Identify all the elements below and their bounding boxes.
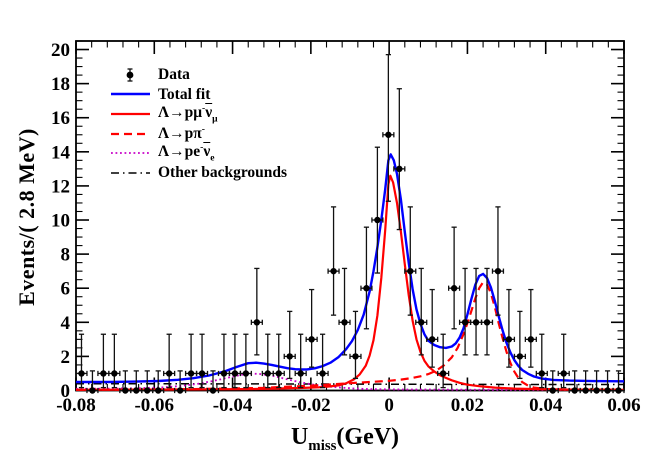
lambda-p-e-nu-curve bbox=[75, 372, 624, 391]
x-tick-label: -0.04 bbox=[213, 395, 253, 416]
data-point bbox=[253, 319, 261, 326]
data-point bbox=[133, 387, 140, 394]
y-tick-label: 4 bbox=[61, 313, 71, 334]
legend-label-data: Data bbox=[158, 66, 190, 84]
data-point bbox=[165, 370, 173, 377]
data-point bbox=[78, 370, 85, 377]
y-tick-label: 12 bbox=[51, 176, 70, 197]
data-point bbox=[111, 370, 118, 377]
x-tick-label: -0.02 bbox=[291, 395, 331, 416]
data-point bbox=[418, 319, 425, 326]
data-point bbox=[604, 387, 611, 394]
data-point bbox=[144, 387, 151, 394]
total-fit-curve bbox=[76, 153, 625, 384]
data-point bbox=[494, 267, 502, 275]
legend-swatch-lambda-p-mu-nu bbox=[111, 112, 150, 116]
y-axis-title: Events/( 2.8 MeV) bbox=[14, 128, 39, 306]
x-tick-label: -0.08 bbox=[56, 395, 96, 416]
legend: Data Total fit Λ→pμ-νμ Λ→pπ- Λ→pe-νe Other ba… bbox=[110, 65, 287, 183]
x-tick-label: 0 bbox=[384, 395, 394, 416]
data-point bbox=[538, 370, 545, 377]
x-tick-label: -0.06 bbox=[134, 395, 174, 416]
data-point bbox=[505, 336, 513, 343]
y-tick-label: 10 bbox=[51, 211, 70, 232]
plot-frame bbox=[75, 40, 625, 392]
data-point bbox=[330, 267, 337, 275]
legend-label-lambda-p-mu-nu: Λ→pμ-νμ bbox=[158, 103, 218, 125]
data-point bbox=[472, 319, 480, 326]
lambda-p-mu-nu-curve bbox=[75, 174, 625, 391]
y-tick-label: 8 bbox=[61, 245, 71, 266]
data-point bbox=[593, 387, 600, 394]
legend-swatch-lambda-p-e-nu bbox=[111, 152, 150, 155]
data-point bbox=[275, 370, 282, 377]
data-point bbox=[549, 387, 556, 394]
other-backgrounds-curve bbox=[76, 382, 624, 386]
data-point bbox=[516, 353, 524, 360]
legend-item-lambda-p-pi: Λ→pπ- bbox=[110, 124, 287, 144]
data-point bbox=[560, 370, 567, 377]
data-point bbox=[363, 285, 370, 292]
x-tick-label: 0.06 bbox=[607, 395, 640, 416]
data-point bbox=[352, 353, 359, 360]
data-point bbox=[209, 387, 217, 394]
data-point bbox=[582, 387, 589, 394]
data-point bbox=[407, 267, 414, 275]
legend-swatch-other-backgrounds bbox=[111, 172, 150, 174]
x-tick-label: 0.02 bbox=[451, 395, 484, 416]
data-point bbox=[450, 285, 458, 292]
legend-item-other-backgrounds: Other backgrounds bbox=[110, 163, 287, 183]
data-points bbox=[75, 53, 625, 394]
legend-label-total-fit: Total fit bbox=[158, 85, 211, 103]
legend-item-lambda-p-e-nu: Λ→pe-νe bbox=[110, 143, 287, 163]
data-point bbox=[220, 370, 228, 377]
data-point bbox=[242, 370, 250, 377]
legend-swatch-total-fit bbox=[111, 93, 150, 96]
data-point bbox=[89, 387, 96, 394]
data-point bbox=[461, 319, 469, 326]
data-point bbox=[187, 370, 195, 377]
data-point bbox=[341, 319, 348, 326]
data-point bbox=[176, 387, 184, 394]
data-point bbox=[308, 336, 315, 343]
y-tick-label: 2 bbox=[61, 347, 71, 368]
y-tick-label: 20 bbox=[51, 40, 70, 61]
data-point bbox=[297, 370, 304, 377]
data-point bbox=[483, 319, 491, 326]
legend-item-lambda-p-mu-nu: Λ→pμ-νμ bbox=[110, 104, 287, 124]
data-point bbox=[100, 370, 107, 377]
y-tick-label: 14 bbox=[51, 142, 71, 163]
data-point bbox=[571, 387, 578, 394]
x-tick-label: 0.04 bbox=[529, 395, 563, 416]
legend-label-lambda-p-pi: Λ→pπ- bbox=[158, 124, 205, 143]
data-point bbox=[396, 165, 403, 173]
data-point bbox=[198, 370, 206, 377]
y-tick-label: 0 bbox=[61, 381, 71, 402]
y-tick-label: 16 bbox=[51, 108, 70, 129]
data-point bbox=[527, 336, 535, 343]
legend-swatch-lambda-p-pi bbox=[111, 132, 150, 135]
data-point bbox=[264, 370, 271, 377]
legend-item-data: Data bbox=[110, 65, 287, 85]
legend-label-other-backgrounds: Other backgrounds bbox=[158, 164, 288, 182]
data-point bbox=[155, 387, 162, 394]
data-point bbox=[429, 336, 436, 343]
data-point bbox=[439, 370, 447, 377]
x-axis-title: Umiss(GeV) bbox=[290, 424, 400, 454]
data-point bbox=[374, 216, 381, 224]
data-point bbox=[286, 353, 293, 360]
data-point bbox=[615, 387, 622, 394]
data-point bbox=[385, 131, 392, 138]
legend-label-lambda-p-e-nu: Λ→pe-νe bbox=[158, 142, 215, 164]
legend-item-total-fit: Total fit bbox=[110, 85, 287, 105]
y-tick-label: 18 bbox=[51, 74, 70, 95]
y-tick-label: 6 bbox=[61, 279, 71, 300]
data-point bbox=[231, 370, 239, 377]
legend-swatch-data bbox=[126, 68, 134, 82]
data-point bbox=[319, 370, 326, 377]
data-point bbox=[122, 387, 129, 394]
